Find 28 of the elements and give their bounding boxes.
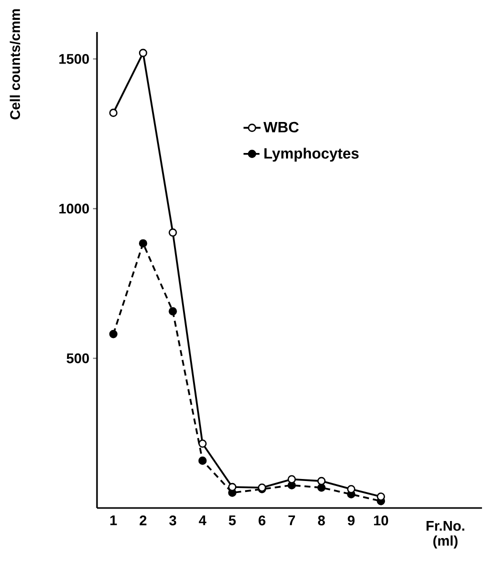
legend-label: Lymphocytes — [264, 148, 359, 162]
x-tick-label: 2 — [140, 515, 146, 526]
x-tick-label: 10 — [374, 515, 388, 526]
point — [198, 439, 207, 448]
point — [139, 48, 148, 58]
point — [109, 108, 118, 117]
point — [317, 476, 326, 486]
x-tick-label: 5 — [228, 516, 236, 526]
x-tick-label: 8 — [318, 515, 326, 526]
y-tick-label: 1500 — [59, 54, 90, 64]
x-tick-label: 7 — [288, 516, 296, 526]
x-tick-label: 6 — [258, 515, 266, 526]
y-axis-title: Cell counts/cmm — [10, 9, 20, 120]
x-tick-label: 3 — [169, 515, 176, 526]
point — [317, 484, 326, 492]
x-tick-label: 9 — [348, 515, 355, 526]
point — [109, 330, 118, 338]
x-tick-label: 1 — [110, 516, 117, 526]
point — [168, 307, 178, 316]
point — [198, 456, 207, 465]
y-tick-label: 1000 — [59, 204, 90, 214]
y-tick-label: 500 — [66, 353, 90, 364]
point — [168, 228, 178, 237]
legend-label: WBC — [264, 122, 299, 132]
point — [288, 475, 296, 484]
x-tick-label: 4 — [198, 516, 206, 526]
point — [139, 239, 148, 248]
x-axis-title: Fr.No. (ml) — [426, 521, 464, 548]
